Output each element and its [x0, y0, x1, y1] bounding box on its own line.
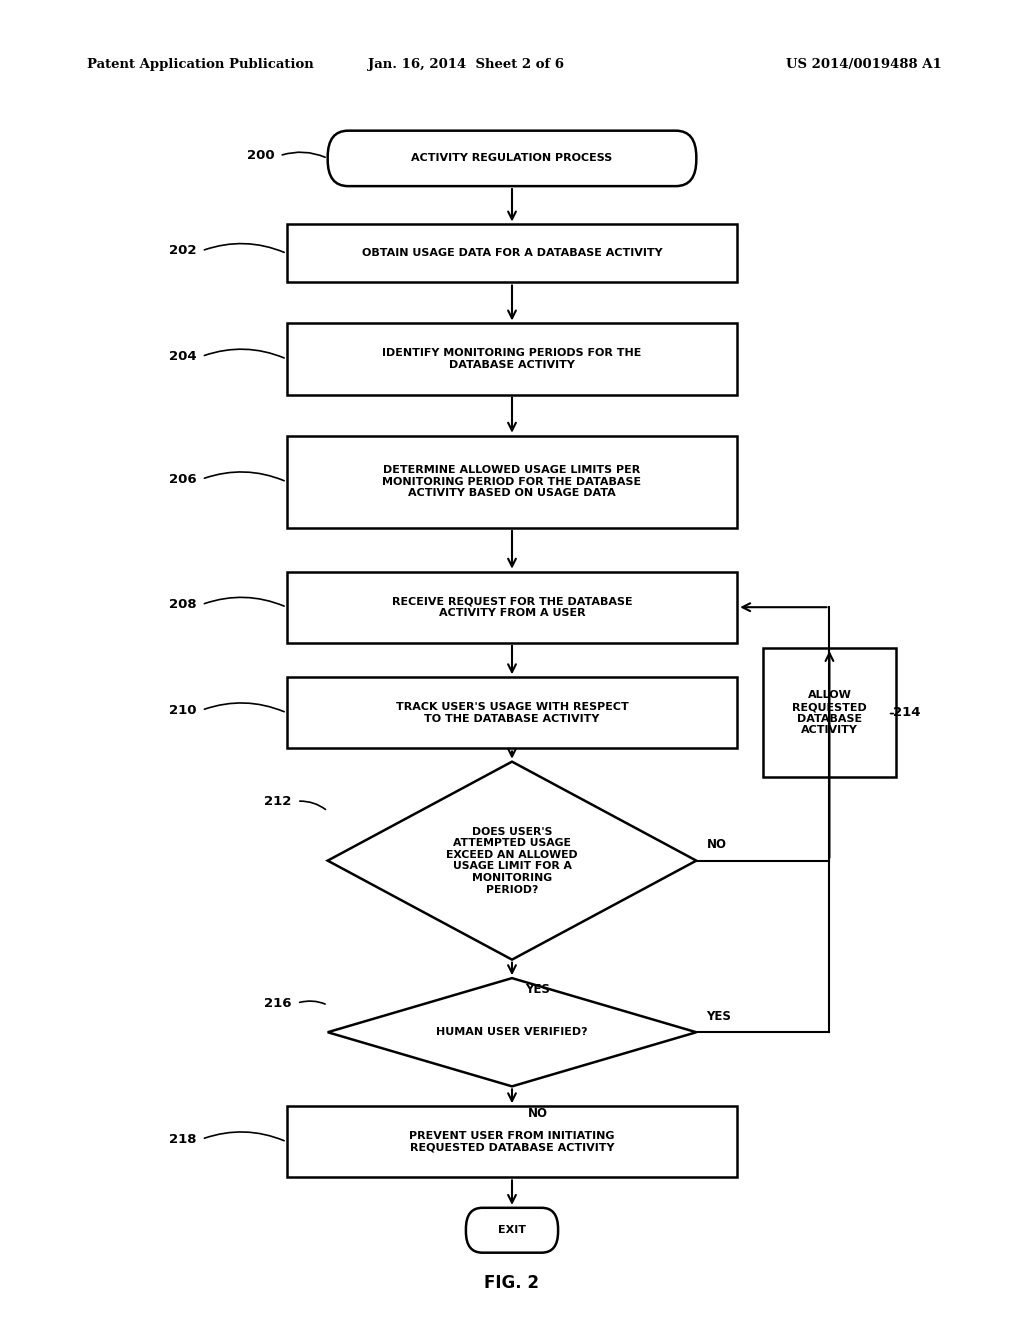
- Text: DOES USER'S
ATTEMPTED USAGE
EXCEED AN ALLOWED
USAGE LIMIT FOR A
MONITORING
PERIO: DOES USER'S ATTEMPTED USAGE EXCEED AN AL…: [446, 826, 578, 895]
- FancyBboxPatch shape: [287, 323, 737, 395]
- Polygon shape: [328, 978, 696, 1086]
- Text: Patent Application Publication: Patent Application Publication: [87, 58, 313, 71]
- Text: 206: 206: [169, 473, 197, 486]
- Text: US 2014/0019488 A1: US 2014/0019488 A1: [786, 58, 942, 71]
- Text: EXIT: EXIT: [498, 1225, 526, 1236]
- FancyBboxPatch shape: [466, 1208, 558, 1253]
- Text: DETERMINE ALLOWED USAGE LIMITS PER
MONITORING PERIOD FOR THE DATABASE
ACTIVITY B: DETERMINE ALLOWED USAGE LIMITS PER MONIT…: [382, 465, 642, 499]
- Text: NO: NO: [707, 838, 727, 851]
- Text: OBTAIN USAGE DATA FOR A DATABASE ACTIVITY: OBTAIN USAGE DATA FOR A DATABASE ACTIVIT…: [361, 248, 663, 259]
- Text: 212: 212: [264, 795, 292, 808]
- FancyBboxPatch shape: [328, 131, 696, 186]
- Text: NO: NO: [527, 1107, 548, 1121]
- FancyBboxPatch shape: [763, 648, 896, 777]
- Text: FIG. 2: FIG. 2: [484, 1274, 540, 1292]
- Text: 202: 202: [169, 244, 197, 257]
- Text: HUMAN USER VERIFIED?: HUMAN USER VERIFIED?: [436, 1027, 588, 1038]
- Text: 214: 214: [893, 706, 921, 719]
- Text: ACTIVITY REGULATION PROCESS: ACTIVITY REGULATION PROCESS: [412, 153, 612, 164]
- Text: RECEIVE REQUEST FOR THE DATABASE
ACTIVITY FROM A USER: RECEIVE REQUEST FOR THE DATABASE ACTIVIT…: [392, 597, 632, 618]
- Text: 208: 208: [169, 598, 197, 611]
- Text: 218: 218: [169, 1133, 197, 1146]
- Text: 204: 204: [169, 350, 197, 363]
- Polygon shape: [328, 762, 696, 960]
- Text: 216: 216: [264, 997, 292, 1010]
- FancyBboxPatch shape: [287, 1106, 737, 1177]
- FancyBboxPatch shape: [287, 224, 737, 282]
- Text: 200: 200: [247, 149, 274, 162]
- Text: 210: 210: [169, 704, 197, 717]
- Text: PREVENT USER FROM INITIATING
REQUESTED DATABASE ACTIVITY: PREVENT USER FROM INITIATING REQUESTED D…: [410, 1131, 614, 1152]
- Text: ALLOW
REQUESTED
DATABASE
ACTIVITY: ALLOW REQUESTED DATABASE ACTIVITY: [793, 690, 866, 735]
- Text: TRACK USER'S USAGE WITH RESPECT
TO THE DATABASE ACTIVITY: TRACK USER'S USAGE WITH RESPECT TO THE D…: [395, 702, 629, 723]
- Text: Jan. 16, 2014  Sheet 2 of 6: Jan. 16, 2014 Sheet 2 of 6: [368, 58, 564, 71]
- Text: IDENTIFY MONITORING PERIODS FOR THE
DATABASE ACTIVITY: IDENTIFY MONITORING PERIODS FOR THE DATA…: [382, 348, 642, 370]
- FancyBboxPatch shape: [287, 677, 737, 748]
- FancyBboxPatch shape: [287, 436, 737, 528]
- Text: YES: YES: [707, 1010, 731, 1023]
- Text: YES: YES: [525, 983, 550, 997]
- FancyBboxPatch shape: [287, 572, 737, 643]
